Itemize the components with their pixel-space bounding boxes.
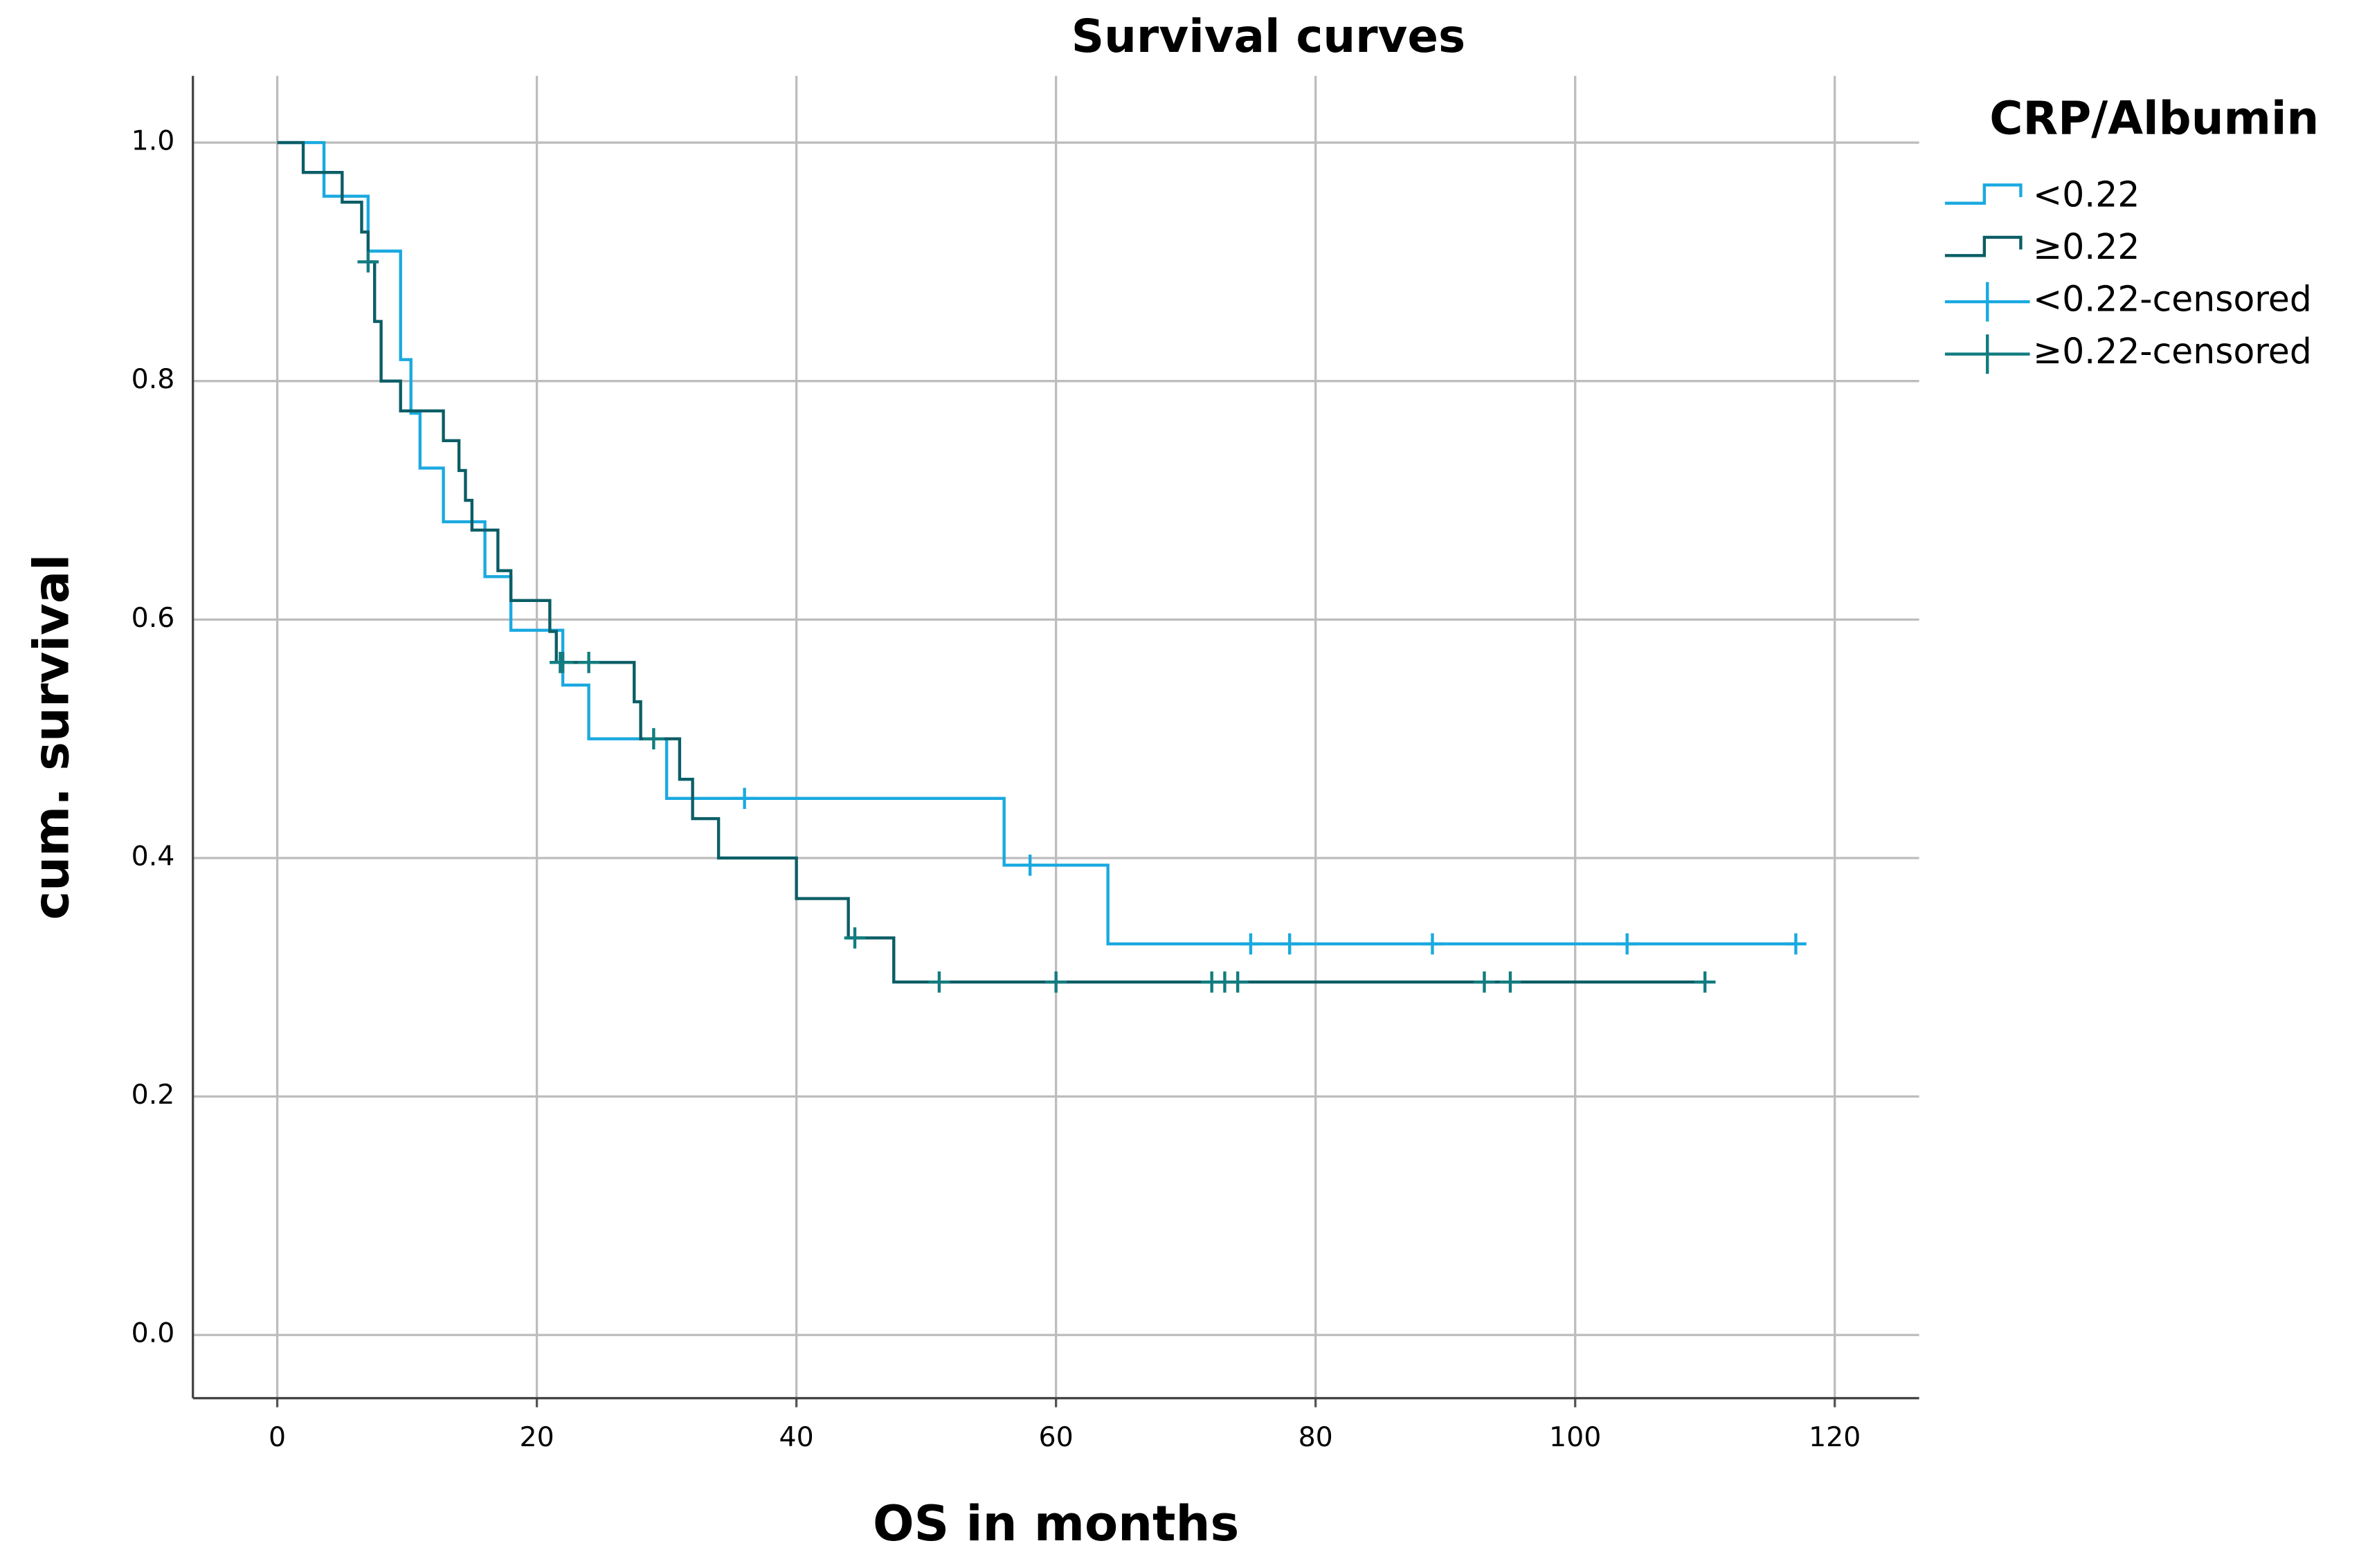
censor-mark — [1045, 971, 1067, 993]
legend-label: <0.22 — [2033, 174, 2140, 215]
legend-swatch — [1944, 282, 2030, 322]
censor-mark — [1240, 933, 1262, 955]
legend-swatch — [1944, 334, 2030, 374]
legend-title: CRP/Albumin — [1989, 91, 2319, 145]
y-tick-label: 1.0 — [132, 125, 175, 157]
censor-mark — [357, 251, 379, 273]
censor-mark — [1499, 971, 1521, 993]
survival-curve — [277, 140, 1796, 946]
censor-mark — [1422, 933, 1443, 955]
x-tick-label: 60 — [1039, 1421, 1074, 1453]
censor-mark — [1616, 933, 1638, 955]
censor-mark — [844, 927, 866, 949]
y-tick-label: 0.8 — [132, 363, 175, 395]
censor-mark — [1785, 933, 1807, 955]
x-tick-label: 100 — [1549, 1421, 1601, 1453]
censor-mark — [734, 787, 755, 810]
y-axis-title: cum. survival — [23, 554, 80, 920]
censor-mark — [1227, 971, 1249, 993]
legend-swatch — [1944, 183, 2023, 205]
x-tick-label: 0 — [269, 1421, 286, 1453]
x-tick-label: 120 — [1809, 1421, 1861, 1453]
censor-mark — [643, 728, 664, 749]
censor-mark — [1474, 971, 1495, 993]
censor-mark — [578, 652, 599, 673]
y-tick-label: 0.0 — [132, 1318, 175, 1349]
y-tick-label: 0.6 — [132, 602, 175, 634]
legend-swatch — [1944, 235, 2023, 257]
x-tick-label: 80 — [1299, 1421, 1333, 1453]
x-axis-title: OS in months — [873, 1495, 1239, 1552]
censor-mark — [1694, 971, 1716, 993]
chart-title: Survival curves — [1071, 10, 1465, 63]
censor-mark — [1019, 854, 1041, 876]
x-tick-label: 40 — [779, 1421, 814, 1453]
y-tick-label: 0.4 — [132, 840, 175, 872]
censor-mark — [1278, 933, 1301, 955]
legend-label: ≥0.22-censored — [2033, 331, 2312, 372]
censor-mark — [552, 652, 574, 673]
y-tick-label: 0.2 — [132, 1079, 175, 1111]
censor-mark — [928, 971, 950, 993]
legend-label: ≥0.22 — [2033, 226, 2140, 267]
legend-label: <0.22-censored — [2033, 279, 2312, 320]
x-tick-label: 20 — [520, 1421, 554, 1453]
